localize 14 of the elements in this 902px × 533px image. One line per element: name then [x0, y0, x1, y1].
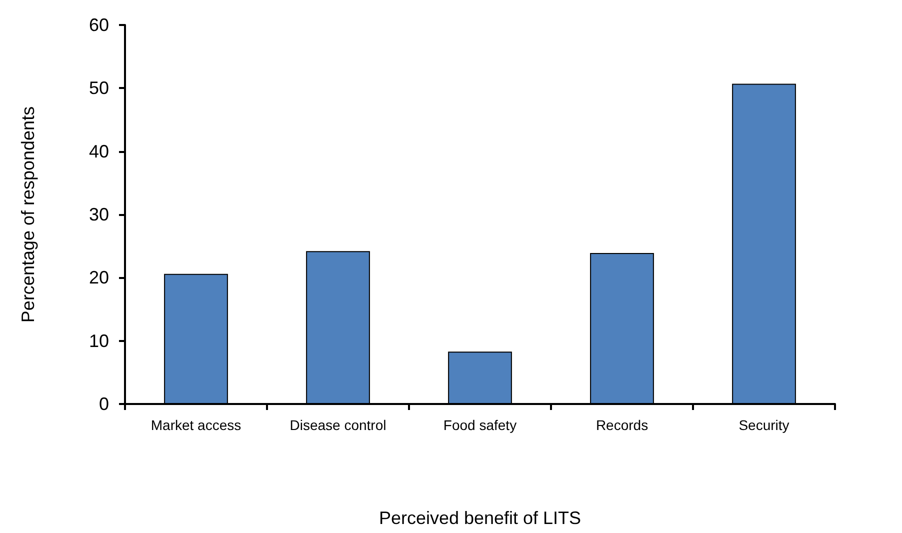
y-tick-label: 0: [98, 394, 109, 414]
y-tick-label: 10: [88, 330, 109, 351]
y-tick-label: 40: [88, 141, 109, 162]
y-tick-label: 20: [88, 268, 109, 288]
y-tick-label: 60: [88, 15, 109, 35]
y-tick-label: 50: [88, 78, 109, 98]
x-tick-label: Market access: [150, 417, 242, 433]
x-tick-label: Disease control: [290, 417, 386, 433]
y-axis-title: Percentage of respondents: [18, 106, 38, 323]
x-tick-label: Security: [738, 417, 790, 433]
x-tick-label: Records: [596, 417, 648, 433]
x-axis-title: Perceived benefit of LITS: [378, 508, 582, 528]
y-tick-label: 30: [88, 204, 109, 224]
x-tick-label: Food safety: [443, 417, 517, 433]
